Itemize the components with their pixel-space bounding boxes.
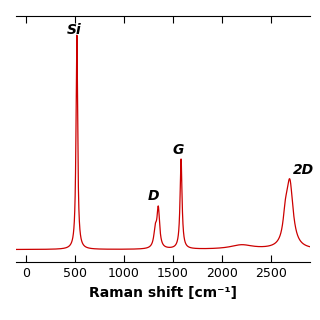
Text: Si: Si	[67, 23, 81, 37]
Text: G: G	[172, 143, 184, 157]
Text: D: D	[148, 189, 160, 204]
X-axis label: Raman shift [cm⁻¹]: Raman shift [cm⁻¹]	[89, 286, 237, 300]
Text: 2D: 2D	[293, 163, 314, 177]
